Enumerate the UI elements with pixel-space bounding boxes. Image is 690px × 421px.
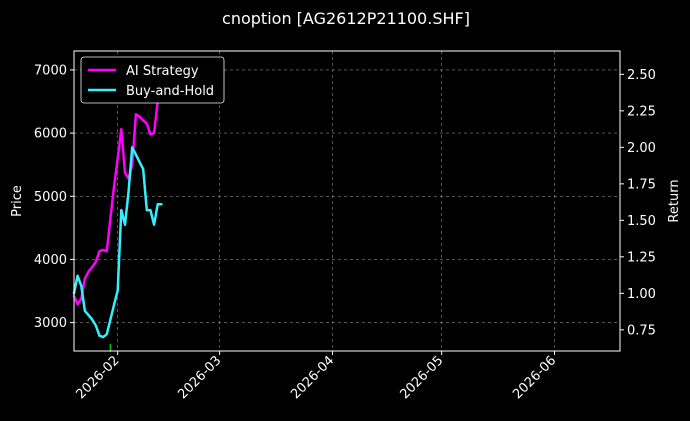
legend-label-buy-and-hold: Buy-and-Hold [126, 84, 214, 99]
y-tick-label: 4000 [34, 253, 67, 268]
y2-tick-label: 2.00 [627, 141, 656, 156]
y2-tick-label: 1.75 [627, 177, 656, 192]
y2-tick-label: 1.00 [627, 287, 656, 302]
y-tick-label: 3000 [34, 316, 67, 331]
y2-tick-label: 1.50 [627, 214, 656, 229]
legend: AI Strategy Buy-and-Hold [80, 56, 225, 104]
chart-title: cnoption [AG2612P21100.SHF] [222, 9, 470, 28]
y2-tick-label: 0.75 [627, 323, 656, 338]
series-lines [72, 68, 163, 339]
y2-tick-label: 2.25 [627, 104, 656, 119]
legend-label-ai-strategy: AI Strategy [126, 64, 199, 79]
series-line-ai-strategy [72, 68, 163, 306]
y-axis-left-label: Price [10, 185, 25, 217]
plot-frame [73, 50, 621, 352]
grid [74, 51, 620, 351]
series-line-buy-and-hold [72, 146, 163, 339]
y-tick-label: 6000 [34, 127, 67, 142]
y2-tick-label: 2.50 [627, 68, 656, 83]
y-axis-right: 0.75 1.00 1.25 1.50 1.75 2.00 2.25 2.50 [620, 68, 656, 338]
y-tick-label: 5000 [34, 190, 67, 205]
y2-tick-label: 1.25 [627, 250, 656, 265]
legend-box [80, 56, 225, 104]
y-axis-right-label: Return [667, 179, 682, 222]
y-tick-label: 7000 [34, 63, 67, 78]
y-axis-left: 3000 4000 5000 6000 7000 [34, 63, 74, 331]
